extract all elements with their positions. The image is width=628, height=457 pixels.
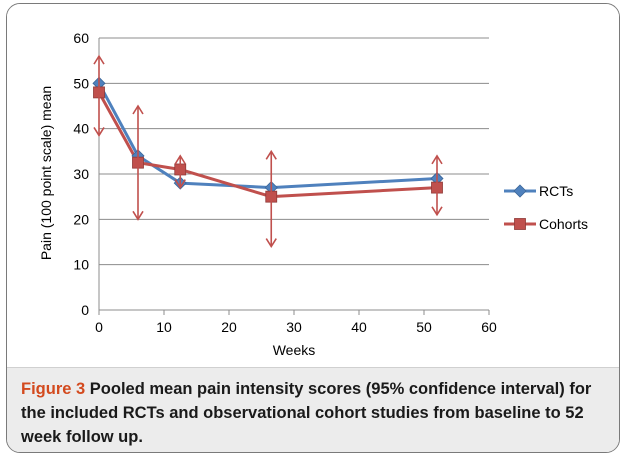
caption-text: Pooled mean pain intensity scores (95% c… (21, 380, 592, 446)
error-bar-lower-arrow (132, 210, 144, 221)
y-tick-label: 20 (73, 211, 89, 227)
x-axis-label: Weeks (273, 342, 316, 358)
y-axis-label: Pain (100 point scale) mean (38, 86, 54, 260)
error-bar-lower-arrow (93, 127, 105, 137)
x-tick-label: 40 (351, 319, 367, 335)
y-tick-label: 40 (73, 121, 89, 137)
series-line-rcts (97, 82, 438, 190)
x-tick-label: 10 (156, 319, 172, 335)
y-tick-label: 10 (73, 257, 89, 273)
figure-frame: 0 10 20 30 40 50 60 0 10 20 30 40 50 60 RCTs Cohorts … (6, 3, 620, 453)
error-bar-lower-arrow (265, 238, 277, 249)
caption-box: Figure 3 Pooled mean pain intensity scor… (7, 367, 619, 452)
error-bar-upper-arrow (431, 154, 443, 165)
error-bar-upper-arrow (265, 149, 277, 160)
legend-label: Cohorts (539, 216, 588, 232)
figure-caption: Figure 3 Pooled mean pain intensity scor… (21, 377, 609, 449)
legend-marker-rcts (513, 184, 527, 198)
error-bar-lower-arrow (174, 179, 186, 190)
x-tick-label: 20 (221, 319, 237, 335)
gridlines (98, 37, 490, 315)
chart-panel: 0 10 20 30 40 50 60 0 10 20 30 40 50 60 RCTs Cohorts … (7, 4, 619, 367)
y-tick-label: 30 (73, 166, 89, 182)
y-tick-label: 60 (73, 30, 89, 46)
error-bar-upper-arrow (132, 104, 144, 115)
y-tick-labels: 0 10 20 30 40 50 60 (73, 30, 89, 318)
legend: RCTs Cohorts (504, 183, 588, 232)
error-bar-lower-arrow (431, 206, 443, 217)
legend-label: RCTs (539, 183, 573, 199)
x-tick-label: 0 (95, 319, 103, 335)
x-tick-label: 50 (416, 319, 432, 335)
caption-label: Figure 3 (21, 380, 86, 398)
y-tick-label: 0 (81, 302, 89, 318)
series-layer (92, 76, 444, 203)
error-bars (93, 54, 443, 249)
y-tick-label: 50 (73, 75, 89, 91)
legend-marker-cohorts (514, 218, 526, 230)
x-tick-labels: 0 10 20 30 40 50 60 (95, 319, 497, 335)
x-tick-label: 60 (481, 319, 497, 335)
x-tick-label: 30 (286, 319, 302, 335)
error-bar-upper-arrow (174, 154, 186, 165)
error-bar-upper-arrow (93, 54, 105, 65)
